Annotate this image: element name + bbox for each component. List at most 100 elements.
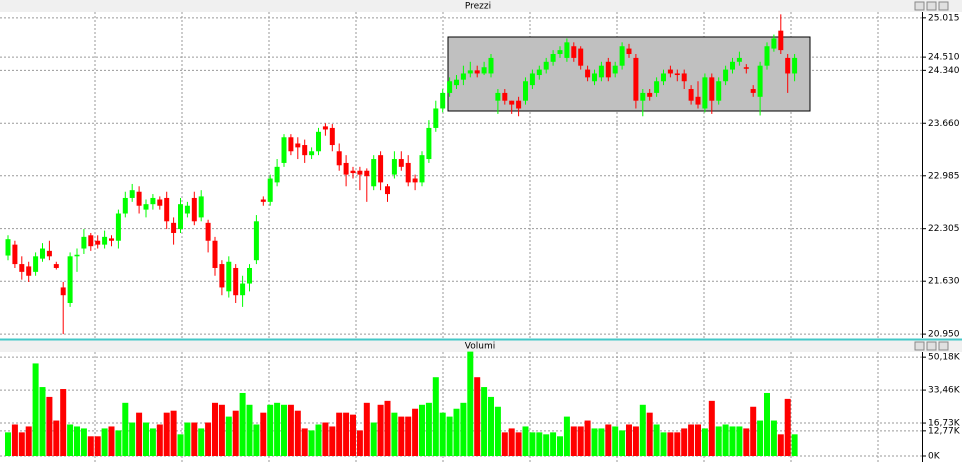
candle-body — [723, 69, 729, 82]
candle-body — [750, 89, 756, 93]
volume-bar — [432, 377, 439, 456]
volume-bar — [218, 404, 225, 456]
volume-bar — [80, 428, 87, 456]
volume-bar — [87, 436, 94, 456]
candle-body — [67, 256, 73, 303]
volume-bar — [308, 430, 315, 456]
candle-body — [357, 170, 363, 175]
volume-bar — [632, 426, 639, 456]
volume-bar — [577, 426, 584, 456]
volume-bar — [701, 428, 708, 456]
candle-body — [150, 197, 156, 205]
volume-bar — [122, 402, 129, 456]
candle-body — [440, 92, 446, 109]
volume-bar — [336, 412, 343, 456]
volume-bar — [74, 426, 80, 456]
volume-bar — [563, 416, 570, 456]
close-button[interactable] — [938, 1, 949, 11]
volume-bar — [770, 420, 777, 456]
candle-body — [585, 69, 591, 78]
close-button[interactable] — [938, 341, 949, 351]
volume-bar — [646, 412, 653, 456]
candle-body — [564, 42, 570, 58]
candle-body — [350, 170, 356, 174]
volume-bar — [722, 424, 729, 456]
candle-body — [460, 73, 466, 80]
candle-body — [447, 81, 453, 93]
volume-bar — [425, 402, 432, 456]
volume-bar — [626, 424, 632, 456]
candle-body — [122, 197, 128, 214]
candle-body — [605, 61, 611, 78]
volume-bar — [225, 416, 232, 456]
candle-body — [743, 67, 749, 69]
volume-bar — [481, 387, 488, 456]
volume-bar — [18, 432, 25, 456]
volume-bar — [315, 424, 322, 456]
volume-bar — [570, 426, 577, 456]
volume-bar — [598, 428, 605, 456]
minimize-button[interactable] — [914, 341, 925, 351]
candle-body — [33, 256, 39, 272]
candle-body — [730, 61, 735, 70]
volume-bar — [39, 387, 46, 456]
volume-bar — [639, 404, 646, 456]
candle-body — [695, 96, 701, 105]
volume-bar — [784, 398, 791, 456]
volume-bar — [501, 432, 508, 456]
volume-bar — [177, 434, 184, 456]
y-tick-label: 33,46K — [928, 386, 961, 396]
candle-body — [12, 244, 18, 265]
volume-bar — [736, 426, 743, 456]
volume-bar — [460, 402, 467, 456]
candle-body — [626, 48, 632, 55]
candle-body — [495, 92, 501, 101]
volume-bar — [584, 420, 591, 456]
y-tick-label: 16,73K — [928, 419, 961, 429]
volume-bar — [688, 424, 695, 456]
candle-body — [702, 77, 708, 109]
volume-bar — [149, 428, 156, 456]
volume-bar — [453, 408, 460, 456]
candle-body — [329, 127, 335, 146]
volume-bar — [356, 430, 363, 456]
volume-bar — [764, 392, 770, 456]
candle-body — [46, 250, 52, 257]
candle-body — [716, 81, 722, 101]
y-tick-label: 23.660 — [928, 119, 960, 129]
volume-bar — [377, 404, 384, 456]
candle-body — [785, 57, 791, 74]
candle-body — [792, 57, 798, 74]
volume-bar — [695, 424, 701, 456]
candle-body — [536, 69, 542, 76]
candle-body — [619, 46, 625, 66]
candle-body — [557, 50, 563, 55]
candle-body — [371, 159, 377, 187]
candle-body — [184, 205, 190, 214]
volume-bar — [143, 422, 149, 456]
volume-bar — [115, 430, 122, 456]
volume-bar — [522, 426, 529, 456]
candle-body — [343, 162, 349, 175]
volume-bar — [94, 436, 101, 456]
candle-body — [502, 92, 508, 101]
candle-body — [191, 197, 197, 222]
candle-body — [757, 65, 763, 97]
maximize-button[interactable] — [926, 341, 937, 351]
candle-body — [412, 178, 418, 183]
volume-bar — [681, 428, 688, 456]
volume-bar — [667, 432, 674, 456]
candle-body — [260, 199, 266, 202]
volume-bar — [53, 420, 60, 456]
candle-body — [523, 81, 528, 101]
maximize-button[interactable] — [926, 1, 937, 11]
chart-title: Prezzi — [465, 2, 491, 12]
minimize-button[interactable] — [914, 1, 925, 11]
candle-body — [288, 137, 294, 152]
candle-body — [661, 73, 666, 82]
volume-bar — [329, 426, 336, 456]
candle-body — [316, 131, 321, 152]
volume-bar — [294, 410, 301, 456]
price-header — [0, 0, 962, 12]
